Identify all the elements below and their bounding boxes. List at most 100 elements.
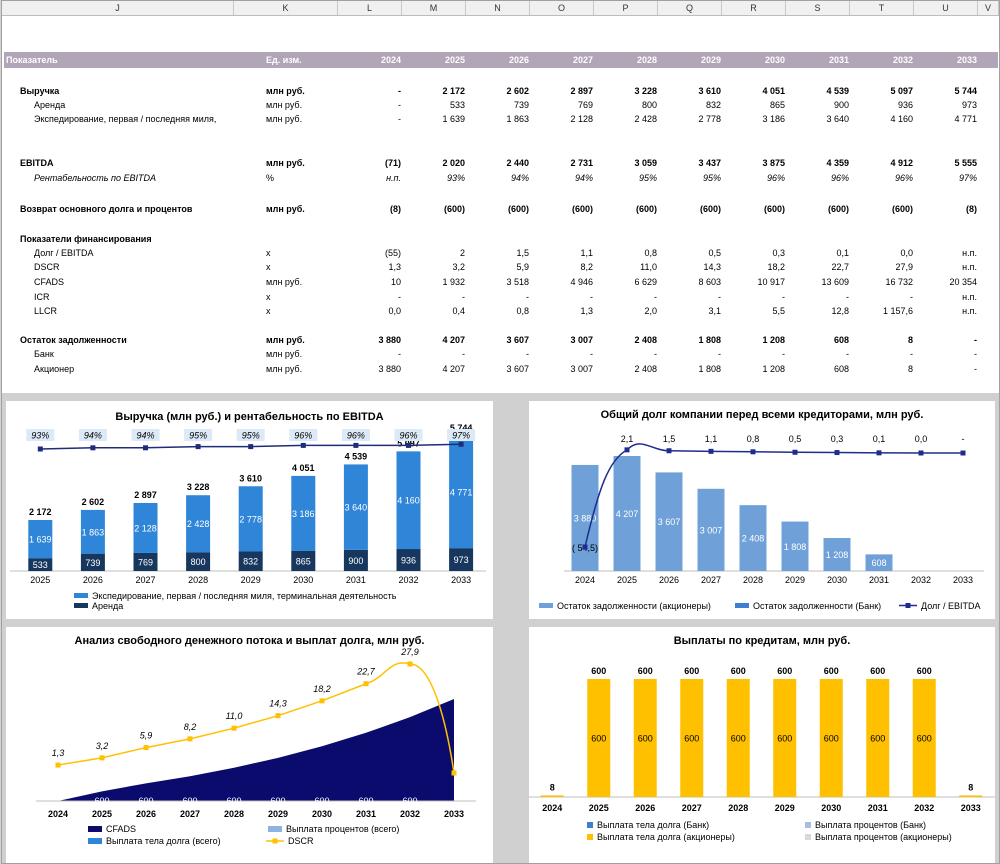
bar-expedition bbox=[80, 509, 105, 554]
column-header-r[interactable]: R bbox=[722, 1, 786, 15]
row-value: 533 bbox=[449, 100, 465, 110]
row-value: - bbox=[974, 364, 977, 374]
row-value: - bbox=[846, 349, 849, 359]
row-label: CFADS bbox=[34, 277, 65, 287]
column-header-o[interactable]: O bbox=[530, 1, 594, 15]
row-value: - bbox=[718, 292, 721, 302]
dscr-point bbox=[231, 725, 237, 731]
row-value: 4 912 bbox=[890, 158, 913, 168]
table-row[interactable]: Выручка млн руб. - 2 172 2 602 2 897 3 228 3 61… bbox=[4, 84, 998, 98]
ratio-point bbox=[582, 544, 588, 550]
row-unit: x bbox=[266, 292, 271, 302]
cashflow-chart-panel[interactable]: Анализ свободного денежного потока и вып… bbox=[6, 627, 493, 863]
row-value: (8) bbox=[390, 204, 401, 214]
bar-principal-shareholders bbox=[912, 679, 936, 797]
column-header-v[interactable]: V bbox=[978, 1, 999, 15]
row-value: - bbox=[782, 292, 785, 302]
dscr-label: 14,3 bbox=[269, 699, 287, 709]
legend-text: Выплата процентов (Банк) bbox=[815, 820, 926, 830]
table-header-band: Показатель Ед. изм. 2024 2025 2026 2027 2028 20… bbox=[4, 52, 998, 68]
margin-point bbox=[143, 445, 148, 451]
column-header-k[interactable]: K bbox=[234, 1, 338, 15]
dscr-point bbox=[363, 681, 369, 687]
total-label: 2 897 bbox=[134, 490, 157, 500]
x-tick-label: 2027 bbox=[135, 575, 155, 585]
legend-text: Выплата тела долга (Банк) bbox=[597, 820, 709, 830]
column-header-j[interactable]: J bbox=[2, 1, 234, 15]
row-unit: x bbox=[266, 306, 271, 316]
x-tick-label: 2025 bbox=[92, 809, 112, 819]
bar-inner-label: 600 bbox=[731, 734, 746, 744]
dscr-label: 11,0 bbox=[226, 711, 243, 721]
table-row[interactable]: Рентабельность по EBITDA% н.п. 93% 94% 94% 95… bbox=[4, 171, 998, 185]
x-tick-label: 2024 bbox=[48, 809, 68, 819]
table-row[interactable]: Возврат основного долга и процентов млн р… bbox=[4, 202, 998, 216]
dscr-label: 8,2 bbox=[184, 722, 197, 732]
x-tick-label: 2030 bbox=[821, 803, 841, 813]
x-tick-label: 2028 bbox=[188, 575, 208, 585]
debt-payment-label: 600 bbox=[182, 796, 197, 806]
row-value: 5 744 bbox=[954, 86, 977, 96]
revenue-chart-panel[interactable]: Выручка (млн руб.) и рентабельность по E… bbox=[6, 401, 493, 619]
row-unit: млн руб. bbox=[266, 364, 303, 374]
header-year: 2029 bbox=[700, 55, 721, 65]
column-header-u[interactable]: U bbox=[914, 1, 978, 15]
row-label: DSCR bbox=[34, 262, 60, 272]
legend-swatch bbox=[587, 834, 593, 840]
table-row[interactable]: EBITDA млн руб. (71) 2 020 2 440 2 731 3 059 3 … bbox=[4, 156, 998, 170]
row-value: 96% bbox=[830, 173, 849, 183]
margin-label: 97% bbox=[452, 431, 470, 441]
row-value: н.п. bbox=[962, 248, 977, 258]
row-value: 4 207 bbox=[442, 364, 465, 374]
row-value: 0,1 bbox=[836, 248, 849, 258]
bar-debt-shareholders bbox=[823, 537, 851, 571]
table-row[interactable]: Аренда млн руб. - 533 739 769 800 832 865 900 936 9… bbox=[4, 98, 998, 112]
row-value: 2 897 bbox=[570, 86, 593, 96]
table-row[interactable]: Показатели финансирования bbox=[4, 232, 998, 246]
column-header-l[interactable]: L bbox=[338, 1, 402, 15]
column-header-t[interactable]: T bbox=[850, 1, 914, 15]
debt-payment-label: 600 bbox=[94, 796, 109, 806]
payments-chart-panel[interactable]: Выплаты по кредитам, млн руб. 8 2024 600 60… bbox=[529, 627, 995, 863]
row-value: (600) bbox=[699, 204, 721, 214]
table-row[interactable]: Долг / EBITDA x (55) 2 1,5 1,1 0,8 0,5 0,3 0,1 0,0… bbox=[4, 246, 998, 260]
bar-arenda bbox=[28, 558, 53, 571]
debt-chart-panel[interactable]: Общий долг компании перед всеми кредитор… bbox=[529, 401, 995, 619]
row-label: ICR bbox=[34, 292, 50, 302]
x-tick-label: 2025 bbox=[30, 575, 50, 585]
bar-principal-shareholders bbox=[819, 679, 843, 797]
row-label: Рентабельность по EBITDA bbox=[34, 173, 156, 183]
bar-arenda bbox=[343, 549, 368, 571]
bar-principal-shareholders bbox=[680, 679, 704, 797]
margin-label-bg bbox=[26, 429, 55, 441]
row-value: - bbox=[782, 349, 785, 359]
row-value: 5 097 bbox=[890, 86, 913, 96]
bar-top-label: 600 bbox=[824, 666, 839, 676]
table-row[interactable]: ICR x - - - - - - - - - н.п. bbox=[4, 290, 998, 304]
row-value: (600) bbox=[635, 204, 657, 214]
header-year: 2024 bbox=[380, 55, 401, 65]
row-label: Остаток задолженности bbox=[20, 335, 127, 345]
table-row[interactable]: Остаток задолженности млн руб. 3 880 4 207 3… bbox=[4, 333, 998, 347]
table-row[interactable]: Акционер млн руб. 3 880 4 207 3 607 3 007 2 40… bbox=[4, 362, 998, 376]
column-header-p[interactable]: P bbox=[594, 1, 658, 15]
table-row[interactable]: Банк млн руб. - - - - - - - - - - bbox=[4, 347, 998, 361]
bar-label-expedition: 1 863 bbox=[82, 527, 105, 537]
bar-principal-shareholders bbox=[587, 679, 611, 797]
table-row[interactable]: LLCR x 0,0 0,4 0,8 1,3 2,0 3,1 5,5 12,8 1 157,6 н.п… bbox=[4, 304, 998, 318]
column-header-n[interactable]: N bbox=[466, 1, 530, 15]
legend-swatch bbox=[587, 822, 593, 828]
row-value: 95% bbox=[638, 173, 657, 183]
column-header-q[interactable]: Q bbox=[658, 1, 722, 15]
bar-label-arenda: 769 bbox=[138, 557, 153, 567]
bar-inner-label: 600 bbox=[638, 734, 653, 744]
bar-inner-label: 600 bbox=[917, 734, 932, 744]
dscr-label: 3,2 bbox=[96, 741, 109, 751]
table-row[interactable]: Экспедирование, первая / последняя миля,… bbox=[4, 112, 998, 126]
table-row[interactable]: CFADS млн руб. 10 1 932 3 518 4 946 6 629 8 603… bbox=[4, 275, 998, 289]
column-header-m[interactable]: M bbox=[402, 1, 466, 15]
column-header-s[interactable]: S bbox=[786, 1, 850, 15]
table-row[interactable]: DSCR x 1,3 3,2 5,9 8,2 11,0 14,3 18,2 22,7 27,9 н.п… bbox=[4, 260, 998, 274]
bar-principal-shareholders bbox=[633, 679, 657, 797]
